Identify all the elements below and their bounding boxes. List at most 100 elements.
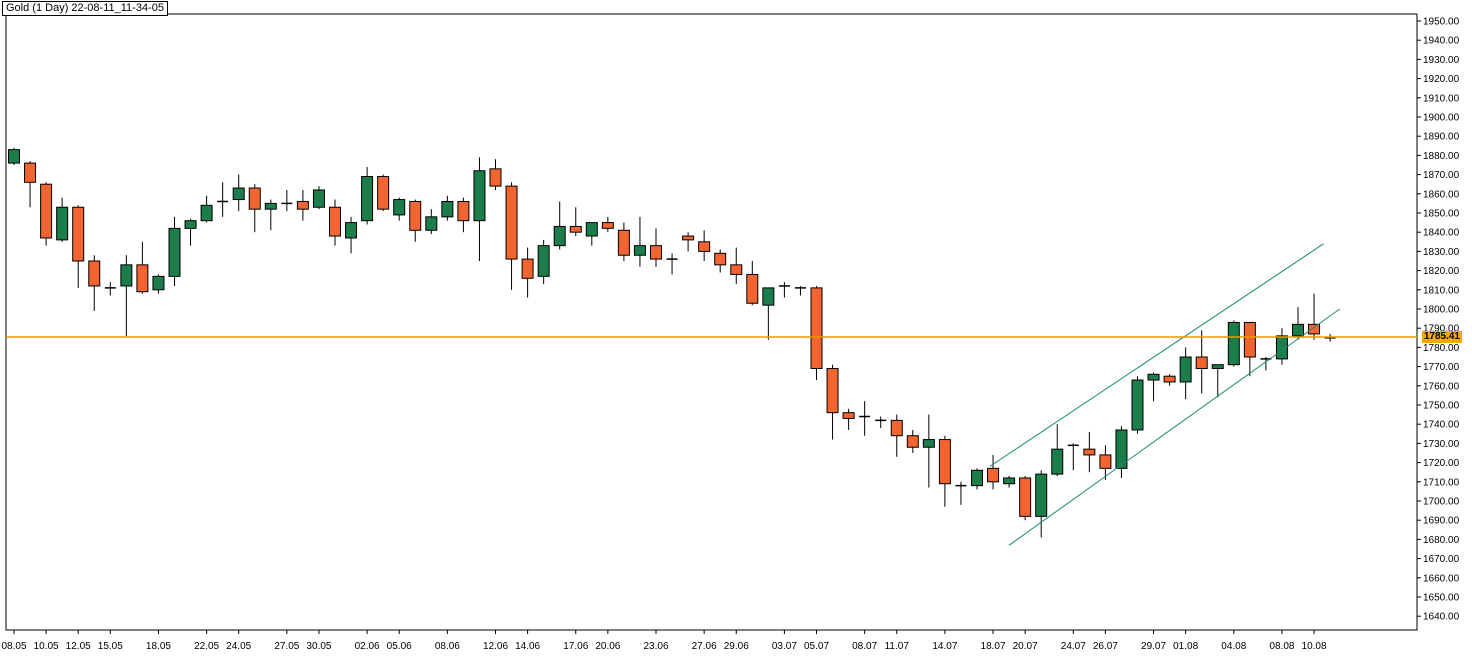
candle <box>393 197 406 221</box>
candle-body-bear <box>617 229 630 256</box>
candle <box>56 197 69 242</box>
candle <box>312 186 325 210</box>
y-tick-label: 1830.00 <box>1423 247 1460 258</box>
y-tick-label: 1780.00 <box>1423 343 1460 354</box>
candle-body-bear <box>842 412 855 419</box>
x-tick-label: 05.07 <box>804 641 829 652</box>
y-tick-label: 1750.00 <box>1423 401 1460 412</box>
candle-body-bear <box>248 187 261 210</box>
candle-body-bear <box>489 168 502 187</box>
candle-body-bull <box>1292 323 1304 337</box>
y-tick-label: 1900.00 <box>1423 113 1460 124</box>
x-tick-label: 03.07 <box>772 641 797 652</box>
y-tick-label: 1790.00 <box>1423 324 1460 335</box>
candle-body-bear <box>714 252 727 266</box>
x-tick-label: 15.05 <box>98 641 123 652</box>
candle-body-bear <box>650 245 662 260</box>
candle <box>1211 364 1224 398</box>
candle-body-bear <box>1308 323 1321 335</box>
candle <box>1083 431 1096 473</box>
y-tick-label: 1690.00 <box>1423 516 1460 527</box>
candle <box>184 218 197 246</box>
x-tick-label: 12.05 <box>66 641 91 652</box>
candle <box>826 364 839 440</box>
candle <box>537 239 550 285</box>
candle <box>40 182 53 246</box>
y-tick-label: 1820.00 <box>1423 266 1460 277</box>
candle-body-bear <box>906 435 919 448</box>
candle <box>714 249 727 273</box>
candle <box>1019 476 1032 521</box>
candle-body-bull <box>1035 473 1048 517</box>
candle <box>88 255 101 311</box>
candle-body-bear <box>1195 356 1208 370</box>
candle-body-bear <box>521 258 534 279</box>
candle <box>505 182 518 290</box>
y-tick-label: 1640.00 <box>1423 612 1460 623</box>
candle-body-bull <box>1051 448 1064 475</box>
candle-body-bear <box>1019 477 1032 517</box>
candle-body-bear <box>1243 321 1256 358</box>
candle <box>1131 376 1144 434</box>
candle-body-bull <box>200 204 213 222</box>
x-tick-label: 12.06 <box>483 641 508 652</box>
y-tick-label: 1770.00 <box>1423 362 1460 373</box>
candle-body-bull <box>312 189 325 208</box>
candle <box>1324 333 1336 342</box>
y-tick-label: 1910.00 <box>1423 93 1460 104</box>
x-tick-label: 10.05 <box>34 641 59 652</box>
candle <box>24 161 37 208</box>
candle <box>601 216 614 233</box>
x-tick-label: 01.08 <box>1173 641 1198 652</box>
y-tick-label: 1950.00 <box>1423 17 1460 28</box>
candle <box>136 241 149 294</box>
candle <box>746 261 759 306</box>
candle <box>361 166 374 225</box>
y-tick-label: 1840.00 <box>1423 228 1460 239</box>
candle <box>922 414 935 488</box>
candle <box>666 253 678 275</box>
candle <box>457 197 470 233</box>
candle-body-bear <box>810 287 823 370</box>
candle <box>281 189 293 212</box>
y-tick-label: 1730.00 <box>1423 439 1460 450</box>
candle <box>971 468 983 490</box>
channel-lower[interactable] <box>1008 308 1341 546</box>
x-tick-label: 08.07 <box>852 641 877 652</box>
candle <box>553 201 566 250</box>
x-axis: 08.05 10.05 12.05 15.05 18.05 22.05 24.05 27.05… <box>1 630 1327 652</box>
candle <box>875 416 887 429</box>
candle-body-bear <box>296 200 309 210</box>
candle-body-bear <box>409 200 422 231</box>
candle <box>329 199 341 246</box>
candle <box>859 401 871 436</box>
candle-body-bull <box>473 170 486 222</box>
y-tick-label: 1680.00 <box>1423 535 1460 546</box>
candle <box>1099 445 1112 480</box>
candle-body-bear <box>24 162 37 183</box>
candle-body-bear <box>457 200 470 222</box>
y-tick-label: 1930.00 <box>1423 55 1460 66</box>
candle <box>425 209 438 235</box>
y-tick-label: 1920.00 <box>1423 74 1460 85</box>
candle-body-bull <box>1131 379 1144 431</box>
candle <box>120 255 133 336</box>
candle-body-bear <box>826 368 839 414</box>
x-tick-label: 20.07 <box>1013 641 1038 652</box>
candle-body-bear <box>377 176 390 210</box>
candle <box>810 285 823 381</box>
y-tick-label: 1850.00 <box>1423 209 1460 220</box>
y-tick-label: 1720.00 <box>1423 458 1460 469</box>
x-tick-label: 05.06 <box>387 641 412 652</box>
candle-body-bear <box>505 185 518 260</box>
x-tick-label: 08.05 <box>1 641 26 652</box>
candle <box>104 282 116 296</box>
candle-body-bull <box>585 222 598 237</box>
y-tick-label: 1670.00 <box>1423 554 1460 565</box>
candle-body-bear <box>1099 454 1112 469</box>
candle-body-bear <box>890 419 903 437</box>
channel-upper[interactable] <box>989 243 1324 467</box>
candle-body-bear <box>987 467 1000 483</box>
x-tick-label: 14.06 <box>515 641 540 652</box>
